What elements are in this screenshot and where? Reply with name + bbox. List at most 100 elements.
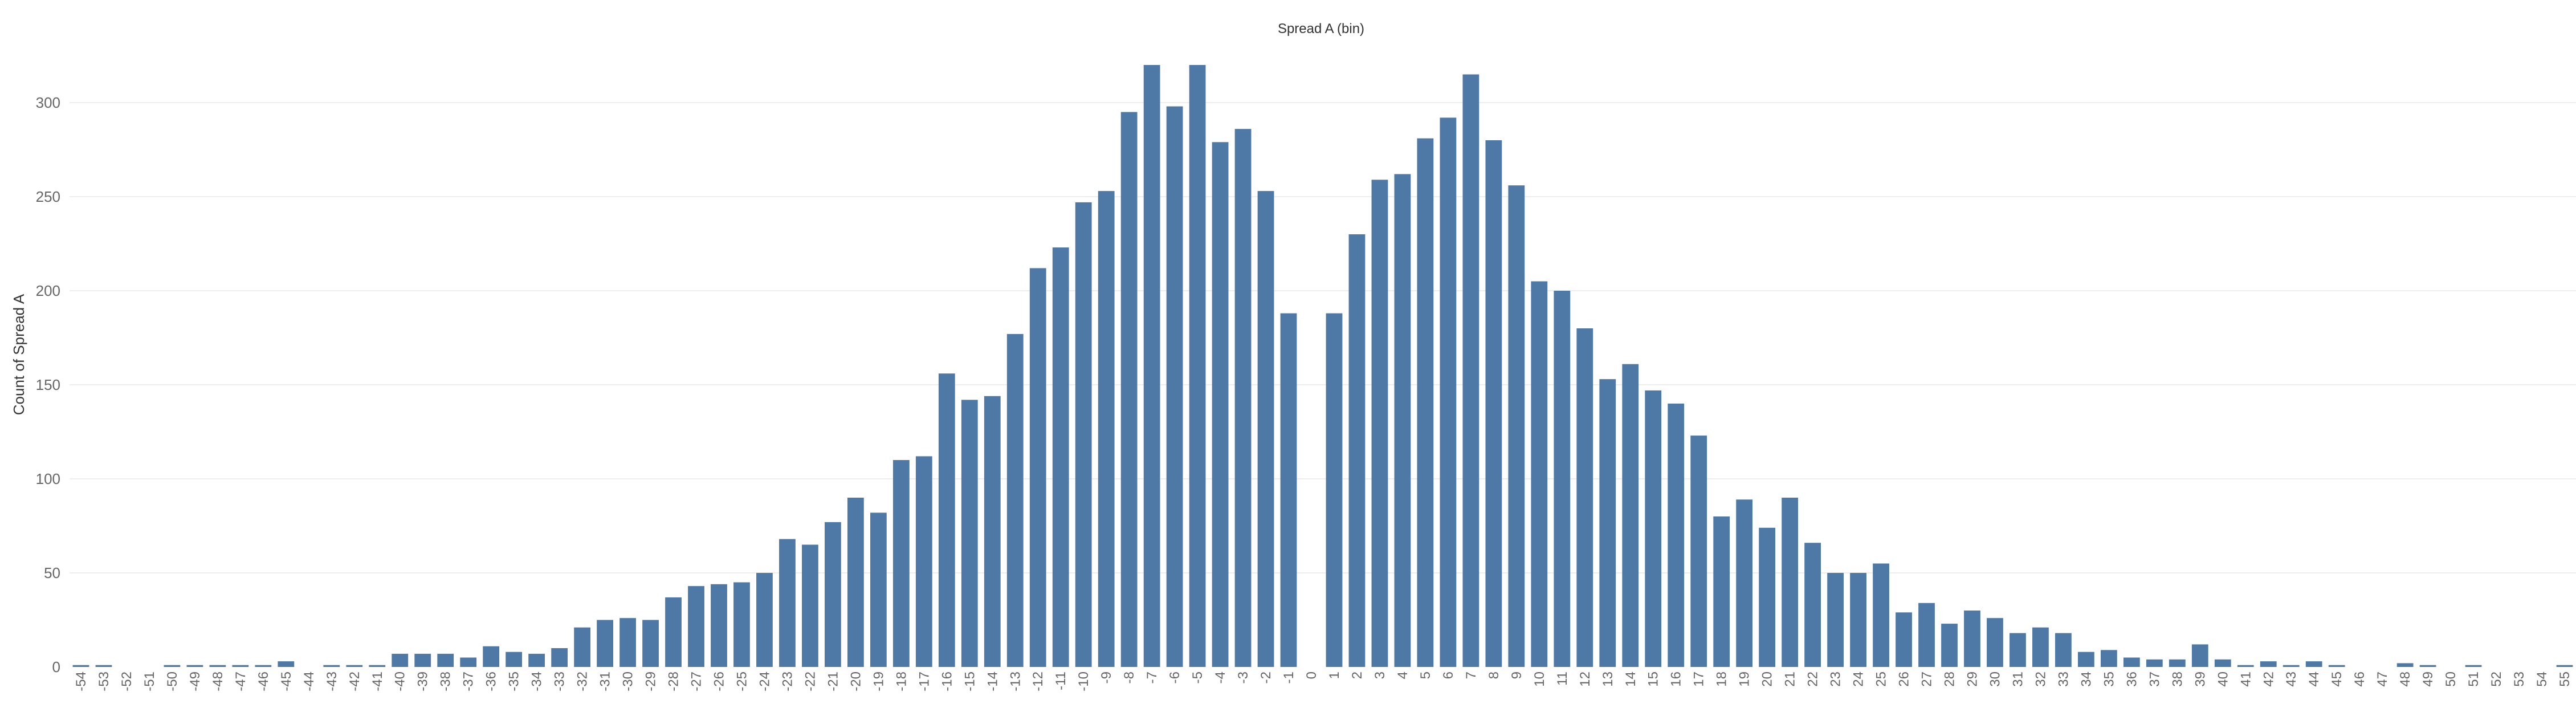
bar--14[interactable] [984,396,1001,667]
bar--12[interactable] [1029,268,1046,667]
bar--42[interactable] [346,665,363,667]
bar--43[interactable] [323,665,340,667]
bar--34[interactable] [528,653,545,667]
bar-37[interactable] [2146,659,2163,667]
bar--7[interactable] [1143,65,1160,667]
bar-18[interactable] [1713,516,1730,667]
bar--22[interactable] [802,544,818,668]
bar-27[interactable] [1918,603,1935,667]
bar--4[interactable] [1212,142,1229,668]
bar--50[interactable] [164,665,181,667]
bar--32[interactable] [574,627,590,667]
bar-30[interactable] [1987,618,2003,667]
bar-43[interactable] [2282,665,2300,667]
bar--17[interactable] [915,456,932,667]
bar-48[interactable] [2396,663,2414,667]
bar-21[interactable] [1782,498,1799,667]
bar--16[interactable] [938,373,955,667]
bar-49[interactable] [2419,665,2436,667]
bar-10[interactable] [1531,281,1548,668]
bar--53[interactable] [95,665,112,667]
bar-25[interactable] [1873,563,1889,668]
bar-39[interactable] [2191,644,2208,667]
bar-14[interactable] [1622,364,1639,667]
bar--30[interactable] [619,618,636,667]
bar--40[interactable] [392,653,409,667]
bar--46[interactable] [255,665,272,667]
bar-26[interactable] [1896,612,1912,667]
bar-3[interactable] [1371,180,1388,667]
bar--28[interactable] [665,597,682,667]
bar-41[interactable] [2237,665,2254,667]
bar--38[interactable] [437,653,454,667]
bar--3[interactable] [1234,129,1252,667]
bar--9[interactable] [1098,191,1115,668]
bar--49[interactable] [186,665,203,667]
bar-33[interactable] [2055,633,2072,667]
bar-4[interactable] [1394,174,1411,667]
bar-7[interactable] [1462,74,1479,668]
bar-8[interactable] [1485,140,1502,667]
bar--8[interactable] [1120,112,1138,668]
bar-51[interactable] [2465,665,2482,667]
bar-22[interactable] [1804,543,1821,667]
bar-12[interactable] [1576,328,1593,667]
bar-16[interactable] [1668,404,1685,667]
bar-19[interactable] [1736,499,1753,667]
bar--31[interactable] [597,620,613,668]
bar-28[interactable] [1941,624,1958,667]
bar--24[interactable] [756,573,773,667]
bar-2[interactable] [1348,234,1366,667]
bar-55[interactable] [2556,665,2573,667]
bar-17[interactable] [1690,436,1707,667]
bar-32[interactable] [2032,627,2049,667]
bar--37[interactable] [460,657,477,668]
bar--47[interactable] [232,665,249,667]
bar--20[interactable] [847,498,864,667]
bar--54[interactable] [72,665,89,667]
bar--10[interactable] [1075,202,1092,667]
bar-9[interactable] [1508,185,1525,667]
bar-40[interactable] [2214,659,2231,667]
bar--21[interactable] [825,522,841,667]
bar-6[interactable] [1440,117,1457,667]
bar--25[interactable] [733,582,750,668]
bar-36[interactable] [2123,657,2140,668]
bar-15[interactable] [1645,390,1662,667]
bar--1[interactable] [1280,313,1297,667]
bar-23[interactable] [1827,573,1844,667]
bar-5[interactable] [1417,138,1434,667]
bar-38[interactable] [2169,659,2186,667]
bar--29[interactable] [642,620,659,668]
bar--48[interactable] [209,665,226,667]
bar-24[interactable] [1850,573,1866,667]
bar-34[interactable] [2078,652,2094,667]
bar--26[interactable] [711,584,727,667]
bar--15[interactable] [961,400,978,667]
bar--11[interactable] [1052,247,1069,668]
bar-1[interactable] [1326,313,1343,667]
bar--6[interactable] [1166,106,1183,668]
bar--23[interactable] [779,539,796,667]
bar-45[interactable] [2328,665,2345,667]
bar-42[interactable] [2260,661,2277,667]
bar--39[interactable] [414,653,431,667]
bar--13[interactable] [1006,333,1024,667]
bar--18[interactable] [892,460,910,667]
bar--2[interactable] [1257,191,1274,668]
bar-29[interactable] [1964,611,1980,667]
bar-13[interactable] [1599,379,1616,667]
bar-11[interactable] [1554,291,1571,667]
bar--19[interactable] [870,512,887,667]
bar-44[interactable] [2305,661,2322,667]
bar--41[interactable] [369,665,386,667]
bar--36[interactable] [483,646,500,667]
bar-20[interactable] [1759,527,1776,667]
bar--27[interactable] [688,586,704,667]
bar--45[interactable] [278,661,295,667]
bar--35[interactable] [506,652,523,667]
bar--33[interactable] [551,648,568,667]
bar-35[interactable] [2100,650,2117,667]
bar-31[interactable] [2010,633,2026,667]
bar--5[interactable] [1189,65,1206,667]
